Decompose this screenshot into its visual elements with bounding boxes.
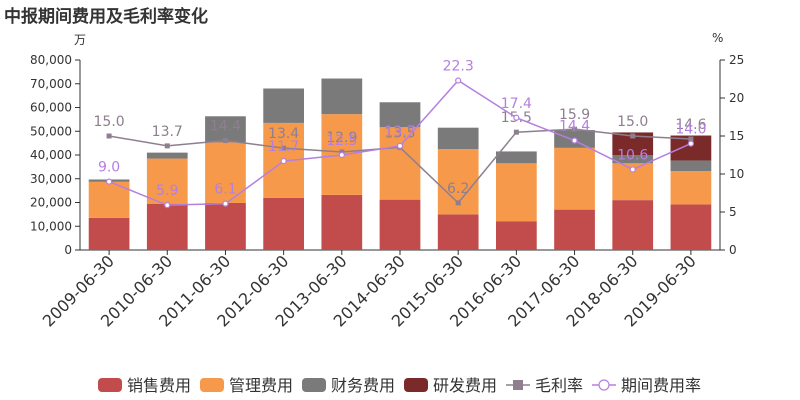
gross-margin-marker	[164, 143, 170, 149]
legend-label: 管理费用	[229, 376, 293, 395]
legend-swatch	[302, 378, 326, 392]
data-label: 15.0	[617, 114, 648, 130]
expense-rate-marker	[687, 140, 695, 147]
left-tick-label: 50,000	[30, 124, 72, 138]
bar-segment	[554, 147, 595, 210]
gross-margin-marker	[106, 133, 112, 139]
left-tick-label: 30,000	[30, 172, 72, 186]
gross-margin-marker	[630, 133, 636, 139]
legend-label: 期间费用率	[621, 376, 701, 395]
legend-swatch	[200, 378, 224, 392]
left-tick-label: 0	[64, 243, 72, 257]
data-label: 14.4	[210, 119, 241, 135]
data-label: 22.3	[443, 59, 474, 75]
data-label: 11.7	[268, 139, 299, 155]
gross-margin-marker	[222, 138, 228, 144]
left-tick-label: 60,000	[30, 101, 72, 115]
right-axis-unit: %	[712, 31, 724, 45]
legend-swatch	[404, 378, 428, 392]
right-tick-label: 0	[729, 243, 737, 257]
right-tick-label: 10	[729, 167, 744, 181]
expense-rate-marker	[280, 157, 287, 165]
bar-segment	[496, 151, 537, 164]
legend-marker	[513, 380, 523, 390]
left-tick-label: 70,000	[30, 77, 72, 91]
expense-rate-marker	[105, 178, 113, 185]
right-tick-label: 15	[729, 129, 744, 143]
legend-label: 研发费用	[433, 376, 497, 395]
bar-segment	[321, 78, 363, 115]
expense-rate-marker	[455, 77, 462, 84]
bar-segment	[670, 171, 712, 205]
bar-segment	[146, 158, 188, 204]
bar-segment	[205, 202, 246, 250]
right-tick-label: 5	[729, 205, 737, 219]
bar-segment	[554, 209, 595, 250]
data-label: 13.7	[152, 124, 183, 140]
expense-rate-marker	[629, 166, 636, 173]
expense-rate-marker	[164, 202, 171, 209]
left-tick-label: 80,000	[30, 53, 72, 67]
expense-rate-marker	[571, 137, 578, 144]
legend-label: 毛利率	[535, 376, 583, 395]
data-label: 5.9	[156, 183, 178, 199]
bar-segment	[437, 127, 479, 150]
expense-rate-marker	[513, 114, 520, 121]
data-label: 15.0	[94, 114, 125, 130]
left-tick-label: 40,000	[30, 148, 72, 162]
gross-margin-marker	[281, 145, 287, 151]
bar-segment	[670, 160, 712, 172]
bar-segment	[205, 116, 246, 143]
bar-segment	[146, 203, 188, 250]
left-tick-label: 20,000	[30, 196, 72, 210]
bar-segment	[379, 199, 421, 250]
bar-segment	[496, 163, 537, 222]
bar-segment	[321, 194, 363, 250]
chart-title: 中报期间费用及毛利率变化	[4, 7, 208, 27]
gross-margin-marker	[572, 126, 578, 132]
data-label: 6.2	[447, 181, 469, 197]
data-label: 10.6	[617, 147, 648, 163]
expense-rate-marker	[222, 200, 229, 207]
bar-segment	[263, 197, 304, 250]
data-label: 12.9	[326, 130, 357, 146]
gross-margin-marker	[455, 200, 461, 206]
bar-segment	[379, 127, 421, 200]
data-label: 14.0	[675, 122, 706, 138]
bar-segment	[670, 204, 712, 250]
bar-segment	[146, 152, 188, 159]
legend-swatch	[98, 378, 122, 392]
legend-marker	[598, 379, 610, 391]
data-label: 14.4	[559, 119, 590, 135]
gross-margin-marker	[688, 136, 694, 142]
gross-margin-marker	[513, 129, 519, 135]
data-label: 17.4	[501, 96, 532, 112]
bar-segment	[612, 200, 654, 250]
data-label: 6.1	[214, 182, 236, 198]
data-label: 12.5	[326, 133, 357, 149]
legend-label: 财务费用	[331, 376, 395, 395]
data-label: 13.4	[268, 126, 299, 142]
bar-segment	[612, 132, 654, 155]
bar-segment	[612, 155, 654, 164]
right-tick-label: 25	[729, 53, 744, 67]
data-label: 15.9	[559, 107, 590, 123]
expense-rate-marker	[396, 142, 404, 149]
expense-rate-marker	[338, 151, 345, 159]
bar-segment	[88, 217, 130, 250]
data-label: 13.7	[384, 124, 415, 140]
left-axis-unit: 万	[74, 33, 87, 47]
data-label: 9.0	[98, 160, 120, 176]
data-label: 14.6	[675, 117, 706, 133]
bar-segment	[437, 214, 479, 250]
right-tick-label: 20	[729, 91, 744, 105]
bar-segment	[379, 102, 421, 128]
bar-segment	[496, 221, 537, 250]
bar-segment	[263, 88, 304, 123]
legend-label: 销售费用	[127, 376, 191, 395]
left-tick-label: 10,000	[30, 219, 72, 233]
